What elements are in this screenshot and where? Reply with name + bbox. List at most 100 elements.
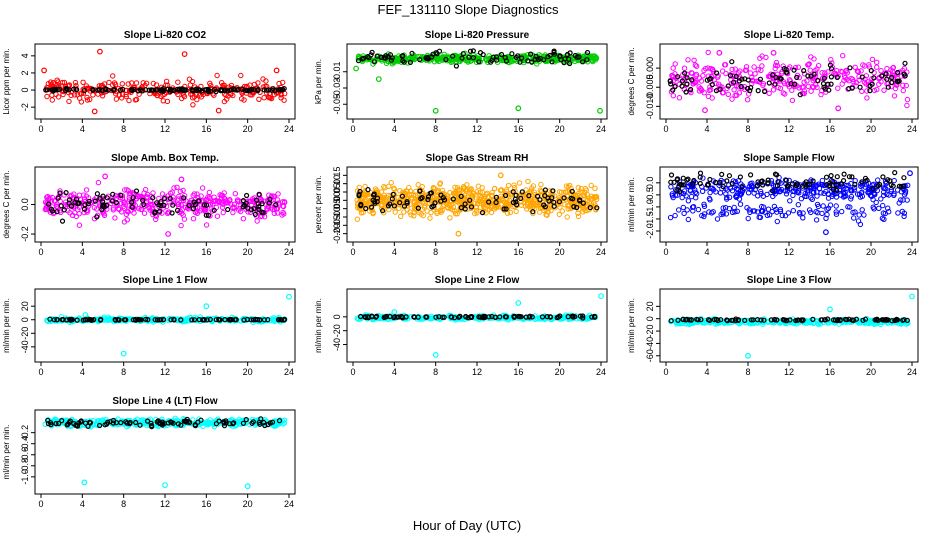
data-point — [782, 213, 789, 219]
overlay-point — [103, 86, 109, 92]
overlay-point — [671, 179, 677, 185]
data-point — [437, 208, 444, 214]
data-point — [256, 96, 262, 103]
data-point — [738, 181, 744, 187]
overlay-point — [86, 316, 92, 322]
data-point — [685, 216, 691, 223]
data-point — [411, 56, 418, 62]
data-point — [742, 86, 748, 93]
overlay-point — [527, 51, 534, 57]
data-point — [354, 216, 360, 222]
overlay-point — [834, 174, 840, 180]
overlay-point — [493, 54, 500, 60]
overlay-point — [398, 313, 405, 320]
overlay-point — [244, 192, 250, 199]
overlay-point — [199, 88, 205, 94]
overlay-point — [92, 198, 99, 204]
x-tick-label: 16 — [825, 367, 835, 377]
x-tick-label: 4 — [704, 367, 709, 377]
data-point — [803, 193, 809, 200]
data-point — [767, 212, 773, 218]
data-point — [809, 196, 815, 203]
overlay-point — [862, 175, 869, 181]
data-point — [44, 317, 50, 323]
data-point — [220, 209, 226, 216]
data-point — [254, 218, 260, 224]
data-point — [488, 203, 495, 209]
overlay-point — [438, 192, 444, 198]
x-tick-label: 20 — [555, 124, 565, 134]
data-point — [177, 188, 184, 195]
data-point — [864, 95, 870, 101]
data-point — [180, 212, 186, 218]
data-point — [713, 189, 719, 195]
data-point — [261, 95, 267, 101]
overlay-point — [688, 317, 694, 323]
x-tick-label: 0 — [350, 124, 355, 134]
overlay-point — [580, 200, 586, 206]
overlay-point — [867, 87, 873, 94]
data-point — [80, 90, 87, 96]
x-tick-label: 20 — [866, 247, 876, 257]
overlay-point — [97, 317, 104, 323]
overlay-point — [384, 313, 390, 320]
data-point — [578, 189, 584, 195]
data-point — [697, 85, 704, 92]
data-point — [534, 61, 540, 67]
data-point — [736, 90, 743, 96]
y-tick-label: -0.15 — [332, 215, 342, 236]
overlay-point — [94, 214, 100, 220]
overlay-point — [689, 77, 695, 83]
data-points — [353, 48, 603, 114]
overlay-point — [774, 317, 780, 323]
data-point — [494, 196, 500, 203]
data-point — [807, 67, 813, 73]
data-point — [780, 63, 786, 69]
data-point — [720, 89, 726, 96]
overlay-point — [468, 314, 474, 320]
overlay-point — [587, 205, 593, 211]
data-point — [241, 97, 247, 103]
data-point — [420, 212, 426, 219]
outlier-point — [716, 49, 723, 56]
overlay-point — [579, 59, 586, 65]
data-point — [785, 210, 792, 216]
overlay-point — [463, 314, 469, 320]
data-point — [737, 201, 744, 207]
overlay-point — [580, 315, 586, 321]
overlay-point — [584, 49, 591, 56]
overlay-point — [110, 191, 116, 197]
overlay-point — [729, 180, 735, 186]
data-point — [885, 205, 891, 211]
data-points — [354, 172, 600, 237]
data-point — [783, 191, 790, 197]
x-tick-label: 20 — [243, 124, 253, 134]
overlay-point — [680, 175, 686, 181]
data-point — [850, 78, 856, 85]
y-tick-label: -20 — [20, 327, 30, 340]
x-tick-label: 8 — [121, 367, 126, 377]
overlay-point — [389, 196, 395, 202]
overlay-point — [884, 76, 890, 82]
overlay-point — [783, 66, 789, 73]
data-point — [843, 193, 849, 199]
data-point — [726, 205, 732, 212]
y-tick-label: 0.15 — [332, 167, 342, 185]
data-point — [76, 222, 83, 228]
data-point — [688, 70, 695, 76]
data-point — [842, 189, 848, 196]
overlay-point — [186, 202, 192, 208]
overlay-point — [799, 318, 805, 324]
data-point — [764, 212, 771, 219]
overlay-point — [200, 317, 207, 323]
overlay-point — [736, 78, 742, 84]
overlay-point — [580, 313, 586, 319]
outlier-point — [215, 107, 222, 114]
data-point — [833, 71, 839, 78]
outlier-point — [497, 172, 504, 179]
panel-title: Slope Gas Stream RH — [426, 153, 529, 164]
data-point — [575, 210, 581, 216]
overlay-point — [401, 203, 408, 209]
x-tick-label: 20 — [555, 247, 565, 257]
data-point — [476, 198, 482, 205]
